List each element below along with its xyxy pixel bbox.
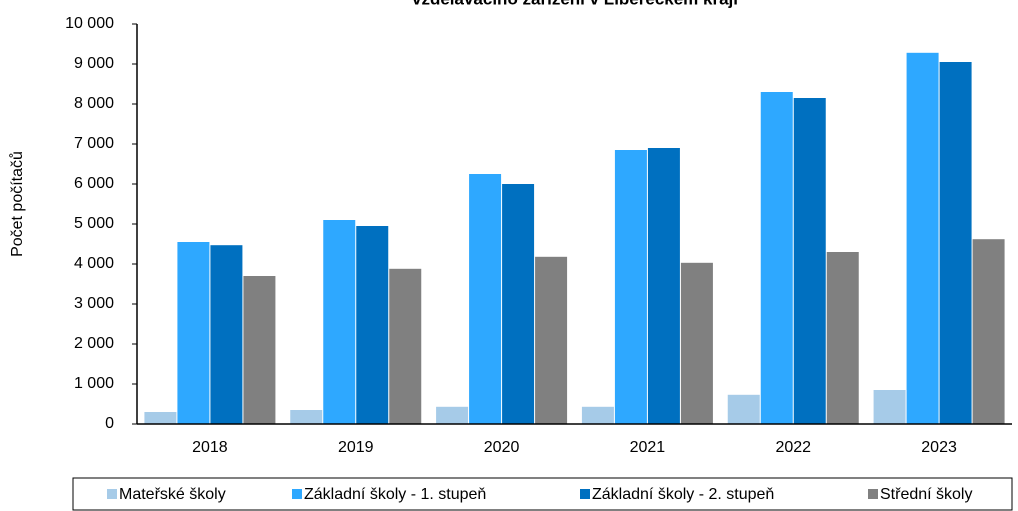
bar	[436, 406, 469, 424]
y-tick-label: 0	[105, 415, 114, 432]
y-tick-label: 9 000	[74, 55, 114, 72]
bar	[144, 412, 177, 424]
bar	[680, 262, 713, 424]
bar	[469, 174, 502, 424]
bar	[290, 410, 323, 424]
bar	[760, 92, 793, 424]
bar	[793, 98, 826, 424]
legend-label: Střední školy	[880, 486, 972, 503]
y-tick-label: 5 000	[74, 215, 114, 232]
x-tick-label: 2018	[192, 439, 228, 456]
bar	[614, 150, 647, 424]
bar	[323, 220, 356, 424]
bar	[906, 52, 939, 425]
legend-swatch	[107, 489, 117, 499]
bar	[177, 242, 210, 424]
chart-title: vzdělávacího zařízení v Libereckém kraji	[412, 0, 738, 8]
legend-label: Mateřské školy	[119, 486, 226, 503]
x-tick-label: 2021	[630, 439, 666, 456]
legend-label: Základní školy - 1. stupeň	[304, 486, 486, 503]
y-axis-label: Počet počítačů	[8, 151, 26, 257]
bar	[389, 268, 422, 424]
x-tick-label: 2023	[921, 439, 957, 456]
legend-swatch	[580, 489, 590, 499]
y-tick-label: 8 000	[74, 95, 114, 112]
bar	[502, 184, 535, 424]
legend-box	[72, 477, 1013, 511]
bar	[647, 148, 680, 424]
y-tick-label: 4 000	[74, 255, 114, 272]
y-tick-label: 10 000	[65, 15, 114, 32]
bar	[356, 226, 389, 424]
y-tick-label: 3 000	[74, 295, 114, 312]
bar	[535, 256, 568, 424]
bar	[727, 394, 760, 424]
bar	[826, 252, 859, 424]
y-tick-label: 7 000	[74, 135, 114, 152]
legend-label: Základní školy - 2. stupeň	[592, 486, 774, 503]
bar	[972, 239, 1005, 424]
y-tick-label: 1 000	[74, 375, 114, 392]
bar	[939, 62, 972, 424]
legend-swatch	[868, 489, 878, 499]
y-tick-label: 2 000	[74, 335, 114, 352]
legend-swatch	[292, 489, 302, 499]
bar	[210, 245, 243, 424]
bar	[581, 406, 614, 424]
x-tick-label: 2022	[775, 439, 811, 456]
x-tick-label: 2020	[484, 439, 520, 456]
y-tick-label: 6 000	[74, 175, 114, 192]
bar	[873, 390, 906, 424]
bar	[243, 276, 276, 424]
x-tick-label: 2019	[338, 439, 374, 456]
